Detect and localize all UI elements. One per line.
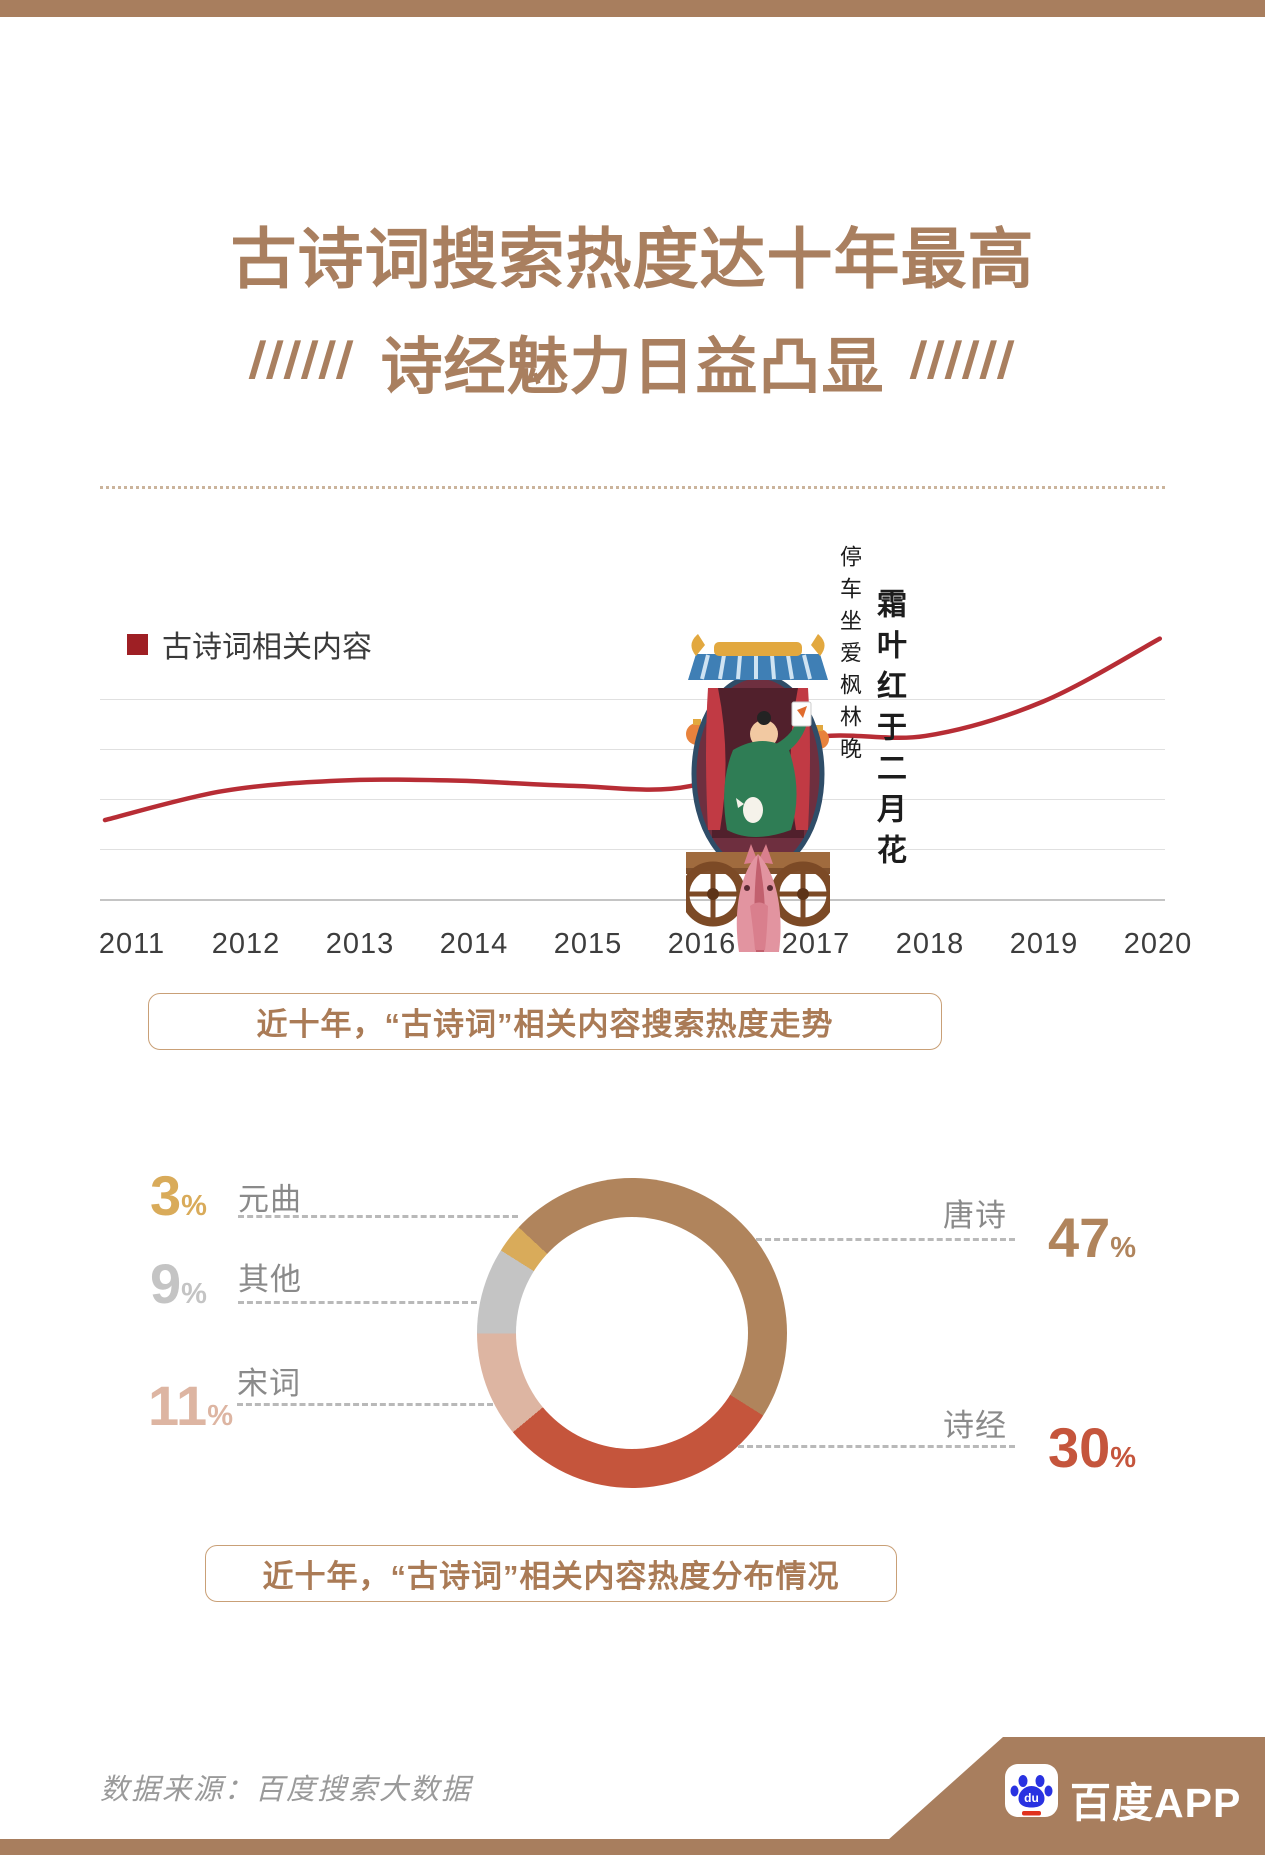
leader-line-qita bbox=[238, 1301, 477, 1304]
value-tangshi: 47% bbox=[1048, 1206, 1137, 1269]
baidu-logo-du-text: du bbox=[1024, 1791, 1039, 1805]
bottom-brand-bar bbox=[0, 1839, 1265, 1855]
gridline bbox=[100, 799, 1165, 800]
distribution-caption-text: 近十年，“古诗词”相关内容热度分布情况 bbox=[262, 1559, 840, 1594]
leader-line-tangshi bbox=[756, 1238, 1015, 1241]
leader-line-shijing bbox=[738, 1445, 1015, 1448]
value-yuanqu: 3% bbox=[150, 1164, 207, 1227]
gridline bbox=[100, 849, 1165, 850]
trend-caption-text: 近十年，“古诗词”相关内容搜索热度走势 bbox=[256, 1007, 834, 1042]
page-subtitle: 诗经魅力日益凸显 bbox=[380, 333, 885, 402]
donut-hole bbox=[516, 1217, 748, 1449]
x-tick-2014: 2014 bbox=[439, 928, 509, 960]
value-shijing: 30% bbox=[1048, 1416, 1137, 1479]
x-tick-2015: 2015 bbox=[553, 928, 623, 960]
leader-line-songci bbox=[237, 1403, 493, 1406]
carriage-illustration bbox=[686, 634, 830, 952]
legend-label: 古诗词相关内容 bbox=[162, 631, 372, 664]
top-brand-bar bbox=[0, 0, 1265, 17]
poem-annotation-line2: 霜叶红于二月花 bbox=[872, 588, 905, 875]
x-tick-2018: 2018 bbox=[895, 928, 965, 960]
label-yuanqu: 元曲 bbox=[238, 1182, 302, 1217]
gridline bbox=[100, 699, 1165, 700]
baidu-app-name: 百度APP bbox=[1070, 1780, 1242, 1826]
label-shijing: 诗经 bbox=[943, 1408, 1007, 1443]
x-tick-2011: 2011 bbox=[98, 928, 166, 960]
baidu-logo-icon: du bbox=[1005, 1764, 1058, 1817]
x-tick-2020: 2020 bbox=[1123, 928, 1193, 960]
x-tick-2017: 2017 bbox=[781, 928, 851, 960]
leader-line-yuanqu bbox=[238, 1215, 518, 1218]
trend-caption-box: 近十年，“古诗词”相关内容搜索热度走势 bbox=[148, 993, 942, 1050]
value-qita: 9% bbox=[150, 1252, 207, 1315]
data-source-note: 数据来源：百度搜索大数据 bbox=[100, 1774, 473, 1806]
trend-line-svg bbox=[102, 636, 1163, 823]
x-axis-line bbox=[100, 899, 1165, 901]
x-tick-2016: 2016 bbox=[667, 928, 737, 960]
page-subtitle-row: ////// 诗经魅力日益凸显 ////// bbox=[0, 316, 1265, 406]
trend-legend: 古诗词相关内容 bbox=[127, 622, 372, 666]
distribution-caption-box: 近十年，“古诗词”相关内容热度分布情况 bbox=[205, 1545, 897, 1602]
dotted-separator bbox=[100, 486, 1165, 489]
x-tick-2013: 2013 bbox=[325, 928, 395, 960]
label-songci: 宋词 bbox=[237, 1366, 301, 1401]
baidu-app-ribbon: du 百度APP bbox=[888, 1737, 1265, 1840]
poem-annotation-line1: 停车坐爱枫林晚 bbox=[837, 545, 862, 769]
label-qita: 其他 bbox=[238, 1262, 302, 1297]
x-tick-2019: 2019 bbox=[1009, 928, 1079, 960]
value-songci: 11% bbox=[148, 1374, 233, 1437]
label-tangshi: 唐诗 bbox=[943, 1198, 1007, 1233]
page-title: 古诗词搜索热度达十年最高 bbox=[230, 222, 1035, 296]
trend-line-chart bbox=[100, 620, 1165, 960]
legend-swatch-icon bbox=[127, 633, 148, 655]
decorative-slashes-right: ////// bbox=[907, 332, 1019, 390]
gridline bbox=[100, 749, 1165, 750]
decorative-slashes-left: ////// bbox=[246, 332, 358, 390]
x-tick-2012: 2012 bbox=[211, 928, 281, 960]
trend-line-path bbox=[102, 636, 1163, 823]
